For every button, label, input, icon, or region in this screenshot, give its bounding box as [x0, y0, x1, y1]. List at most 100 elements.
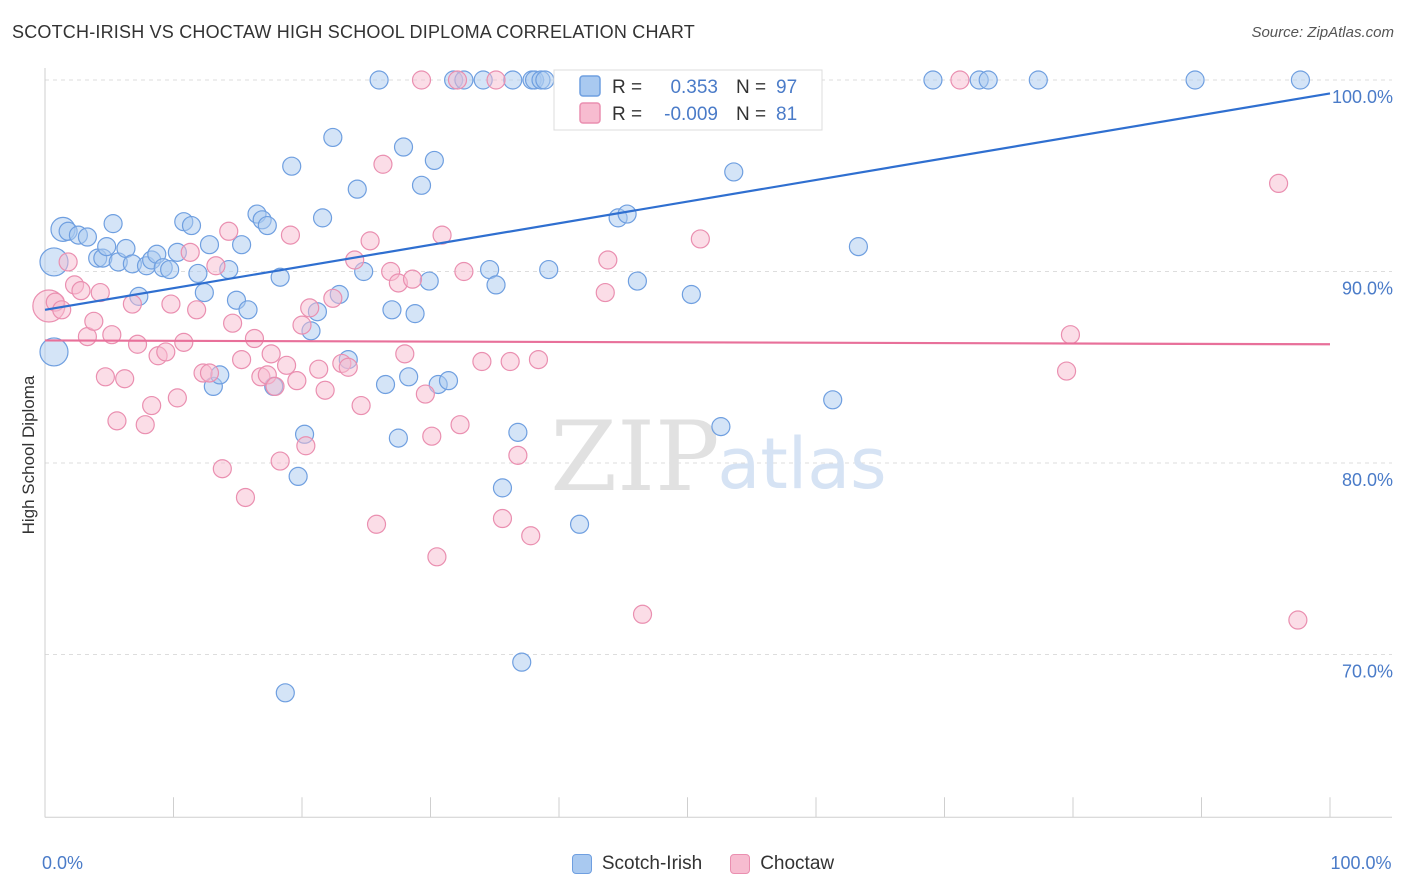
point-choctaw: [135, 415, 155, 435]
point-choctaw: [261, 344, 281, 364]
point-scotch-irish: [181, 215, 202, 236]
point-choctaw: [223, 313, 243, 333]
point-choctaw: [395, 344, 415, 364]
point-choctaw: [1056, 361, 1077, 381]
point-choctaw: [142, 395, 162, 416]
y-tick-label: 100.0%: [1332, 87, 1393, 107]
point-scotch-irish: [199, 235, 220, 255]
chart-title: SCOTCH-IRISH VS CHOCTAW HIGH SCHOOL DIPL…: [12, 22, 695, 42]
y-axis-label: High School Diploma: [19, 375, 38, 534]
watermark: ZIP atlas: [550, 401, 886, 513]
point-choctaw: [427, 547, 447, 567]
point-choctaw: [492, 508, 513, 529]
point-choctaw: [84, 311, 104, 331]
points-layer: [32, 70, 1311, 703]
point-choctaw: [232, 349, 252, 370]
point-choctaw: [528, 349, 549, 370]
point-choctaw: [323, 288, 343, 308]
point-scotch-irish: [160, 259, 180, 280]
point-scotch-irish: [627, 271, 647, 291]
point-choctaw: [472, 351, 492, 372]
point-scotch-irish: [347, 179, 367, 199]
point-choctaw: [300, 298, 320, 318]
point-choctaw: [486, 70, 506, 90]
point-scotch-irish: [194, 282, 214, 303]
point-scotch-irish: [388, 428, 408, 448]
point-choctaw: [180, 242, 200, 262]
legend-top-n-label: N =: [736, 104, 766, 125]
legend-label-choctaw: Choctaw: [760, 853, 835, 874]
legend-top-swatch: [579, 102, 601, 124]
point-choctaw: [156, 342, 176, 362]
point-scotch-irish: [188, 263, 208, 284]
point-scotch-irish: [411, 175, 432, 195]
point-choctaw: [950, 70, 970, 90]
trend-line-scotch-irish: [44, 92, 1331, 311]
point-choctaw: [235, 487, 256, 508]
point-scotch-irish: [848, 237, 869, 257]
point-scotch-irish: [711, 417, 731, 437]
point-scotch-irish: [539, 259, 559, 280]
trend-line-choctaw: [44, 339, 1331, 346]
point-scotch-irish: [39, 337, 69, 367]
point-choctaw: [338, 357, 358, 377]
point-choctaw: [345, 250, 365, 270]
point-choctaw: [296, 436, 316, 456]
point-choctaw: [1060, 325, 1081, 345]
point-scotch-irish: [492, 478, 513, 498]
point-scotch-irish: [617, 204, 637, 224]
legend-item-scotch-irish[interactable]: Scotch-Irish: [571, 853, 703, 875]
point-scotch-irish: [399, 367, 419, 387]
trend-layer: [44, 92, 1331, 346]
point-choctaw: [199, 363, 220, 383]
legend-swatch-choctaw: [730, 854, 751, 874]
legend-top-n-value: 81: [776, 104, 797, 125]
point-scotch-irish: [569, 514, 590, 534]
point-choctaw: [167, 388, 187, 408]
point-scotch-irish: [77, 227, 98, 247]
point-choctaw: [52, 300, 72, 320]
point-scotch-irish: [508, 422, 528, 442]
point-scotch-irish: [393, 137, 414, 157]
point-scotch-irish: [681, 284, 701, 305]
point-choctaw: [276, 355, 297, 375]
point-scotch-irish: [923, 70, 943, 90]
y-tick-label: 80.0%: [1342, 470, 1393, 490]
point-scotch-irish: [438, 371, 459, 391]
legend-top-r-value: -0.009: [664, 104, 718, 125]
point-scotch-irish: [312, 208, 333, 228]
chart-source: Source: ZipAtlas.com: [1251, 24, 1394, 41]
point-choctaw: [422, 426, 442, 446]
point-choctaw: [508, 445, 528, 465]
watermark-zip: ZIP: [550, 401, 719, 513]
point-choctaw: [270, 451, 290, 471]
point-choctaw: [102, 325, 122, 345]
point-choctaw: [1268, 173, 1289, 194]
legend-top-r-label: R =: [612, 104, 642, 125]
point-choctaw: [212, 459, 232, 479]
legend-item-choctaw[interactable]: Choctaw: [730, 853, 834, 875]
point-choctaw: [292, 315, 312, 335]
point-choctaw: [632, 604, 653, 624]
point-choctaw: [280, 225, 301, 245]
legend-label-scotch-irish: Scotch-Irish: [601, 853, 703, 874]
point-choctaw: [595, 282, 615, 303]
point-choctaw: [315, 380, 335, 400]
axis-layer: [44, 68, 1392, 818]
point-scotch-irish: [405, 304, 425, 324]
point-choctaw: [411, 70, 432, 90]
point-choctaw: [521, 526, 541, 546]
watermark-atlas: atlas: [717, 423, 886, 505]
point-choctaw: [174, 332, 194, 352]
point-choctaw: [107, 411, 127, 431]
point-choctaw: [373, 154, 393, 174]
legend-top-swatch: [579, 75, 601, 97]
point-scotch-irish: [1185, 70, 1205, 90]
point-choctaw: [447, 70, 468, 90]
point-scotch-irish: [503, 70, 523, 90]
x-tick-label: 0.0%: [42, 853, 83, 873]
legend-top-n-label: N =: [736, 77, 766, 98]
point-choctaw: [309, 359, 329, 379]
point-scotch-irish: [103, 214, 123, 234]
